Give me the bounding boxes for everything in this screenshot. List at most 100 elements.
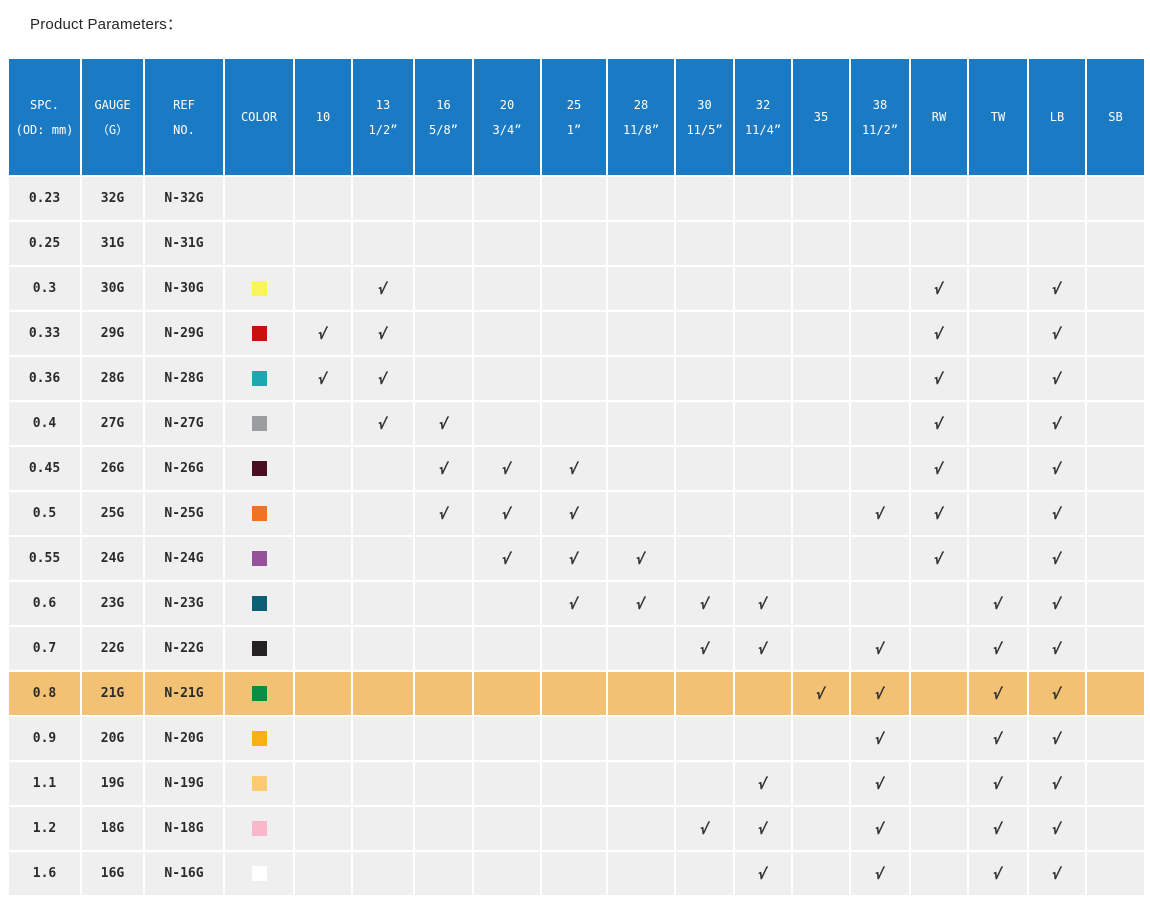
check-cell-rw: [909, 220, 969, 267]
check-icon: √: [500, 549, 514, 568]
check-cell-c28: [606, 670, 676, 717]
check-cell-c28: [606, 490, 676, 537]
column-label: SPC.: [30, 97, 59, 112]
check-icon: √: [873, 819, 887, 838]
color-cell: [223, 175, 295, 222]
spc-cell: 0.23: [7, 175, 82, 222]
check-cell-c28: [606, 715, 676, 762]
color-cell: [223, 760, 295, 807]
check-icon: √: [932, 459, 946, 478]
gauge-cell: 18G: [80, 805, 145, 852]
column-header-c25: 25 1”: [540, 57, 608, 177]
column-header-c20: 20 3/4”: [472, 57, 542, 177]
check-cell-c16: [413, 850, 474, 897]
check-cell-rw: [909, 580, 969, 627]
check-cell-c16: [413, 265, 474, 312]
check-icon: √: [634, 549, 648, 568]
check-cell-c28: [606, 310, 676, 357]
column-label: 13: [375, 97, 391, 112]
table-row: 0.3 30G N-30G √ √ √: [7, 265, 1146, 312]
column-sublabel: 11/2”: [861, 122, 899, 137]
ref-cell: N-20G: [143, 715, 225, 762]
check-icon: √: [1050, 819, 1064, 838]
spc-cell: 0.6: [7, 580, 82, 627]
column-header-c28: 28 11/8”: [606, 57, 676, 177]
check-icon: √: [1050, 729, 1064, 748]
color-swatch: [251, 416, 267, 431]
spc-cell: 0.4: [7, 400, 82, 447]
gauge-cell: 32G: [80, 175, 145, 222]
check-cell-c35: [791, 850, 851, 897]
check-cell-c16: [413, 580, 474, 627]
spc-cell: 1.1: [7, 760, 82, 807]
check-cell-rw: √: [909, 265, 969, 312]
check-cell-c20: [472, 805, 542, 852]
check-cell-c20: [472, 310, 542, 357]
check-cell-lb: √: [1027, 850, 1087, 897]
check-cell-tw: [967, 355, 1029, 402]
check-cell-c20: [472, 400, 542, 447]
color-cell: [223, 265, 295, 312]
column-label: 16: [436, 97, 451, 112]
check-icon: √: [500, 459, 514, 478]
check-cell-c35: [791, 355, 851, 402]
color-swatch: [251, 371, 267, 386]
ref-cell: N-23G: [143, 580, 225, 627]
check-cell-c30: [674, 310, 735, 357]
check-cell-c10: [293, 175, 353, 222]
spc-cell: 1.2: [7, 805, 82, 852]
check-cell-sb: [1085, 490, 1146, 537]
table-row: 0.25 31G N-31G: [7, 220, 1146, 267]
check-cell-c32: √: [733, 625, 793, 672]
spc-cell: 1.6: [7, 850, 82, 897]
column-sublabel: NO.: [173, 122, 195, 137]
ref-cell: N-30G: [143, 265, 225, 312]
check-icon: √: [756, 594, 770, 613]
color-swatch: [251, 596, 267, 611]
color-swatch: [251, 866, 267, 881]
check-cell-lb: √: [1027, 805, 1087, 852]
check-cell-c10: [293, 715, 353, 762]
check-icon: √: [1050, 459, 1064, 478]
color-cell: [223, 310, 295, 357]
column-header-c30: 30 11/5”: [674, 57, 735, 177]
check-icon: √: [1050, 324, 1064, 343]
check-cell-c30: [674, 220, 735, 267]
check-cell-tw: [967, 400, 1029, 447]
check-cell-c35: [791, 625, 851, 672]
column-label: 10: [315, 110, 331, 124]
check-cell-tw: [967, 535, 1029, 582]
color-swatch: [251, 686, 267, 701]
check-cell-c20: [472, 175, 542, 222]
check-cell-c28: [606, 355, 676, 402]
color-cell: [223, 580, 295, 627]
column-header-spc: SPC. (OD: mm): [7, 57, 82, 177]
check-icon: √: [437, 459, 450, 478]
column-label: REF: [173, 97, 195, 112]
check-cell-c28: [606, 400, 676, 447]
table-row: 0.55 24G N-24G √ √ √ √ √: [7, 535, 1146, 582]
check-icon: √: [1050, 504, 1064, 523]
check-cell-lb: √: [1027, 670, 1087, 717]
check-cell-c13: [351, 805, 415, 852]
column-label: RW: [931, 110, 947, 124]
ref-cell: N-19G: [143, 760, 225, 807]
table-row: 0.45 26G N-26G √ √ √ √ √: [7, 445, 1146, 492]
check-cell-tw: √: [967, 580, 1029, 627]
check-icon: √: [991, 864, 1005, 883]
spc-cell: 0.8: [7, 670, 82, 717]
check-cell-rw: √: [909, 355, 969, 402]
check-cell-sb: [1085, 670, 1146, 717]
check-cell-c16: [413, 310, 474, 357]
gauge-cell: 19G: [80, 760, 145, 807]
check-cell-c13: [351, 220, 415, 267]
spc-cell: 0.36: [7, 355, 82, 402]
check-icon: √: [634, 594, 648, 613]
check-icon: √: [932, 504, 946, 523]
check-cell-c16: [413, 805, 474, 852]
color-swatch: [251, 821, 267, 836]
check-cell-c32: [733, 265, 793, 312]
check-cell-c20: [472, 355, 542, 402]
color-swatch: [251, 461, 267, 476]
column-label: 20: [499, 97, 515, 112]
